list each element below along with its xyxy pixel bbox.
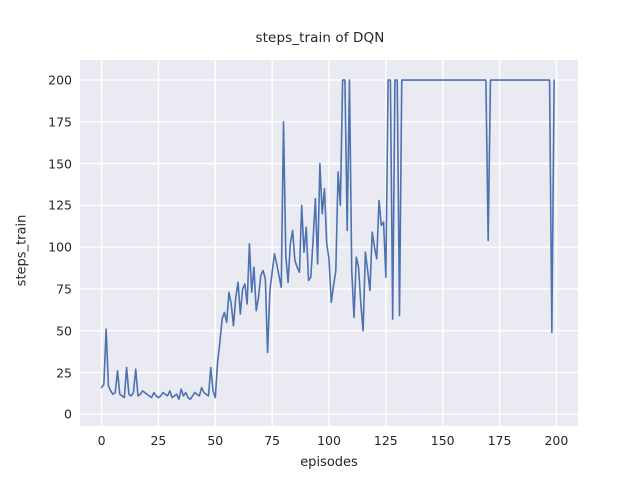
x-tick-label: 150 (430, 433, 455, 448)
x-tick-label: 100 (317, 433, 341, 448)
y-axis-ticks: 0 25 50 75 100 125 150 175 200 (0, 0, 72, 480)
x-tick-label: 125 (373, 433, 398, 448)
y-tick-label: 150 (48, 156, 72, 172)
y-tick-label: 125 (48, 197, 72, 213)
x-tick-label: 50 (207, 433, 224, 448)
y-tick-label: 175 (48, 114, 72, 130)
x-tick-label: 25 (150, 433, 167, 448)
y-tick-label: 50 (56, 323, 72, 339)
x-tick-label: 75 (264, 433, 281, 448)
plot-area (80, 60, 578, 426)
y-axis-label: steps_train (14, 214, 30, 287)
y-tick-label: 200 (48, 72, 72, 88)
x-tick-label: 0 (97, 433, 106, 448)
x-tick-label: 175 (487, 433, 512, 448)
y-tick-label: 0 (64, 406, 72, 422)
y-tick-label: 100 (48, 239, 72, 255)
x-tick-label: 200 (544, 433, 569, 448)
grid-lines (80, 60, 578, 426)
data-line-steps-train (100, 79, 555, 401)
chart-title: steps_train of DQN (255, 30, 385, 46)
x-axis-label: episodes (300, 455, 358, 470)
y-tick-label: 75 (56, 281, 72, 297)
y-tick-label: 25 (56, 365, 72, 381)
